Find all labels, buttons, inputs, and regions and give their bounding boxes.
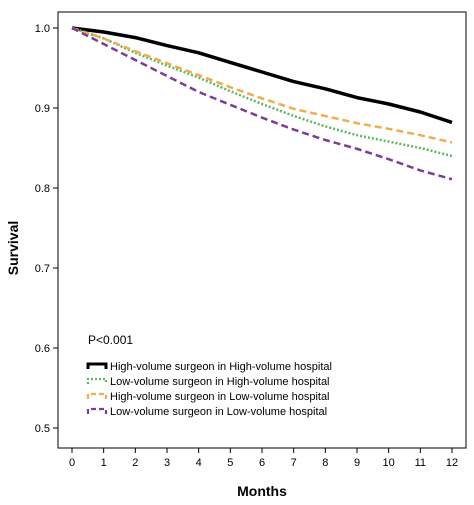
series-group [71,26,453,181]
y-tick-label: 0.8 [35,183,50,195]
p-value-annotation: P<0.001 [88,333,133,347]
x-tick-label: 7 [291,457,297,469]
x-tick-label: 10 [383,457,395,469]
y-tick-label: 0.6 [35,343,50,355]
x-tick-label: 6 [259,457,265,469]
x-tick-label: 12 [446,457,458,469]
x-tick-label: 5 [227,457,233,469]
x-tick-label: 4 [196,457,202,469]
x-tick-label: 0 [69,457,75,469]
legend-swatch-2 [86,377,108,384]
y-tick-label: 0.7 [35,263,50,275]
x-tick-label: 9 [354,457,360,469]
x-tick-label: 3 [164,457,170,469]
y-tick-label: 0.5 [35,423,50,435]
y-tick-label: 0.9 [35,103,50,115]
legend-swatch-1 [86,362,108,369]
series-line-1 [71,26,453,125]
x-axis-title: Months [237,483,287,499]
legend-swatch-4 [86,407,108,414]
legend-label-4: Low-volume surgeon in Low-volume hospita… [110,406,327,418]
y-axis: 0.5 0.6 0.7 0.8 0.9 1.0 [35,23,58,435]
series-line-2 [71,26,453,158]
x-axis: 0 1 2 3 4 5 6 7 8 9 10 11 12 [69,448,458,469]
legend-swatch-3 [86,392,108,399]
x-tick-label: 8 [322,457,328,469]
y-tick-label: 1.0 [35,23,50,35]
legend: High-volume surgeon in High-volume hospi… [86,361,332,418]
series-line-4 [71,26,453,181]
legend-label-2: Low-volume surgeon in High-volume hospit… [110,376,330,388]
y-axis-title: Survival [5,221,21,275]
x-tick-label: 11 [415,457,426,469]
x-tick-label: 1 [101,457,107,469]
legend-label-1: High-volume surgeon in High-volume hospi… [110,361,332,373]
x-tick-label: 2 [132,457,138,469]
series-line-3 [71,26,453,144]
legend-label-3: High-volume surgeon in Low-volume hospit… [110,391,330,403]
